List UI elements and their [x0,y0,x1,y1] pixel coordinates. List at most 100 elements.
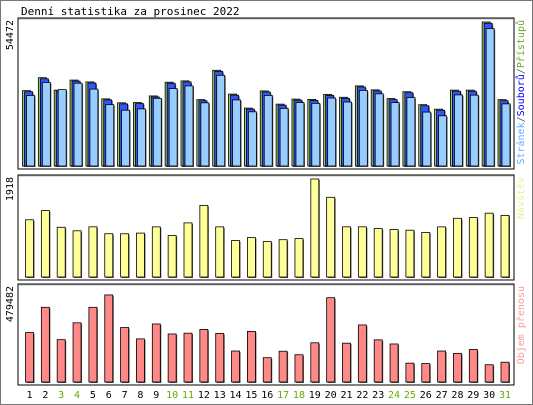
panel-visits-ymax-label: 1918 [5,177,16,201]
bar-visits-n-v-t-v-day-21 [342,226,351,278]
bar-traffic-objem-p-enosu-day-5 [88,306,98,383]
bar-requests-str-nek-day-5 [89,88,99,167]
chart-title: Denní statistika za prosinec 2022 [21,5,240,18]
bar-traffic-objem-p-enosu-day-11 [183,332,193,383]
x-tick-label-day-27: 27 [436,390,448,401]
bar-traffic-objem-p-enosu-day-31 [500,361,510,383]
legend-entry-2: Přístupů [515,20,527,68]
bar-visits-n-v-t-v-day-24 [389,229,399,278]
x-tick-label-day-22: 22 [356,390,368,401]
bar-visits-n-v-t-v-day-6 [104,233,114,278]
bar-traffic-objem-p-enosu-day-28 [453,352,462,383]
bar-traffic-objem-p-enosu-day-21 [342,342,351,383]
bar-traffic-objem-p-enosu-day-22 [357,324,367,383]
legend-separator: / [516,116,527,122]
bar-visits-n-v-t-v-day-23 [373,228,383,278]
bar-visits-n-v-t-v-day-12 [199,205,209,278]
panel-traffic-ymax-label: 479482 [5,286,16,322]
x-tick-label-day-30: 30 [483,390,495,401]
bar-requests-str-nek-day-25 [406,97,416,167]
x-tick-label-day-5: 5 [90,390,96,401]
x-tick-label-day-17: 17 [277,390,289,401]
bar-visits-n-v-t-v-day-14 [231,240,240,278]
panel-traffic: 479482 Objem přenosu [5,283,527,386]
bar-requests-str-nek-day-12 [200,102,210,167]
panel-visits: 1918 Návštěv [5,174,527,281]
bar-requests-str-nek-day-21 [343,101,352,167]
bar-traffic-objem-p-enosu-day-19 [310,342,320,383]
x-tick-label-day-1: 1 [26,390,32,401]
bar-requests-str-nek-day-13 [216,74,226,167]
bar-visits-n-v-t-v-day-27 [437,226,447,278]
bar-requests-str-nek-day-8 [137,108,146,167]
legend-separator: / [516,68,527,74]
bar-traffic-objem-p-enosu-day-15 [246,331,256,383]
panel-visits-legend: Návštěv [515,177,527,219]
bar-traffic-objem-p-enosu-day-1 [25,332,34,383]
x-tick-label-day-23: 23 [372,390,384,401]
bar-traffic-objem-p-enosu-day-6 [104,294,114,383]
x-tick-label-day-12: 12 [198,390,210,401]
bar-requests-str-nek-day-3 [57,89,67,167]
x-tick-label-day-28: 28 [451,390,463,401]
bar-requests-str-nek-day-4 [73,82,83,167]
panel-requests: 54472 Stránek/Souborů/Přístupů [5,17,527,170]
x-tick-label-day-3: 3 [58,390,64,401]
bar-traffic-objem-p-enosu-day-25 [405,362,415,383]
bar-visits-n-v-t-v-day-11 [183,222,193,278]
x-tick-label-day-26: 26 [420,390,432,401]
bar-requests-str-nek-day-1 [26,95,35,167]
bar-traffic-objem-p-enosu-day-12 [199,329,209,383]
bar-requests-str-nek-day-20 [327,97,337,167]
panel-visits-box [17,174,515,281]
bar-traffic-objem-p-enosu-day-9 [151,323,161,383]
bar-visits-n-v-t-v-day-9 [151,226,161,278]
bar-visits-n-v-t-v-day-10 [167,235,177,278]
bar-traffic-objem-p-enosu-day-17 [278,350,288,383]
x-axis-day-labels: 1 2 3 4 5 6 7 8 9 10 11 12 13 14 15 16 17 18 19 20 21 22 23 24 2… [26,390,511,401]
bar-visits-n-v-t-v-day-30 [484,212,494,278]
bar-requests-str-nek-day-16 [263,95,273,167]
bar-requests-str-nek-day-15 [247,111,257,167]
x-tick-label-day-13: 13 [214,390,226,401]
panel-requests-ymax-label: 54472 [5,20,16,50]
bar-traffic-objem-p-enosu-day-13 [215,332,225,383]
bar-visits-n-v-t-v-day-29 [468,217,478,278]
x-tick-label-day-11: 11 [182,390,194,401]
x-tick-label-day-6: 6 [106,390,112,401]
bar-traffic-objem-p-enosu-day-29 [468,349,478,383]
bar-requests-str-nek-day-23 [374,93,384,167]
bar-traffic-objem-p-enosu-day-24 [389,343,399,383]
x-tick-label-day-29: 29 [467,390,479,401]
x-tick-label-day-14: 14 [230,390,242,401]
bar-visits-n-v-t-v-day-15 [246,237,256,278]
bar-visits-n-v-t-v-day-20 [326,196,336,278]
x-tick-label-day-18: 18 [293,390,305,401]
bar-traffic-objem-p-enosu-day-4 [72,322,82,383]
x-tick-label-day-21: 21 [340,390,352,401]
x-tick-label-day-10: 10 [166,390,178,401]
legend-entry-1: Souborů [515,74,527,116]
panel-requests-legend: Stránek/Souborů/Přístupů [515,20,527,165]
bar-requests-str-nek-day-27 [438,115,448,167]
bar-traffic-objem-p-enosu-day-23 [373,339,383,383]
bar-requests-str-nek-day-19 [311,102,321,167]
bar-visits-n-v-t-v-day-25 [405,229,415,278]
bar-visits-n-v-t-v-day-7 [120,233,129,278]
bar-requests-str-nek-day-9 [152,97,162,167]
bar-traffic-objem-p-enosu-day-7 [120,327,129,383]
bar-visits-n-v-t-v-day-22 [357,226,367,278]
x-tick-label-day-4: 4 [74,390,80,401]
bar-visits-n-v-t-v-day-2 [40,210,50,278]
x-tick-label-day-19: 19 [309,390,321,401]
x-tick-label-day-2: 2 [42,390,48,401]
x-tick-label-day-9: 9 [153,390,159,401]
legend-entry-0: Objem přenosu [515,286,527,364]
bar-requests-str-nek-day-24 [390,102,400,167]
bar-traffic-objem-p-enosu-day-20 [326,297,336,383]
bar-traffic-objem-p-enosu-day-18 [294,354,304,383]
bar-requests-str-nek-day-30 [485,28,495,167]
legend-entry-0: Návštěv [515,177,527,219]
bar-requests-str-nek-day-6 [105,104,115,167]
